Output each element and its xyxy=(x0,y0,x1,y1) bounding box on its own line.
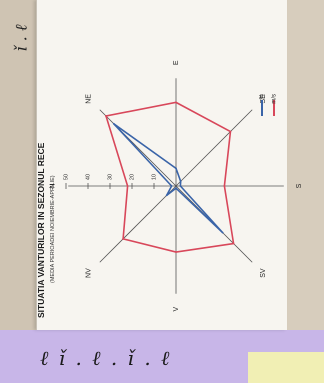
data-point-ms-e xyxy=(175,101,177,104)
title-group: SITUATIA VANTURILOR IN SEZONUL RECE (MED… xyxy=(36,142,56,318)
handwritten-note-bottom: ℓ ǐ . ℓ . ǐ . ℓ xyxy=(40,346,172,370)
yellow-band xyxy=(248,352,324,383)
direction-label-sv: SV xyxy=(260,268,267,278)
legend: % m/s xyxy=(260,93,278,116)
data-point-percent-nv xyxy=(165,194,168,197)
axis-nv xyxy=(99,185,177,263)
data-point-percent-n xyxy=(170,185,173,187)
data-point-ms-nv xyxy=(122,237,125,240)
data-point-ms-s xyxy=(223,185,226,187)
tick-label-10: 10 xyxy=(151,174,157,180)
tick-label-50: 50 xyxy=(63,174,69,180)
direction-label-ne: NE xyxy=(86,94,93,104)
data-point-percent-v xyxy=(175,187,177,190)
data-point-percent-se xyxy=(179,180,182,183)
legend-label-ms: m/s xyxy=(272,94,278,104)
tick-label-30: 30 xyxy=(107,174,113,180)
legend-label-percent: % xyxy=(260,93,266,99)
chart-card xyxy=(36,0,287,330)
handwritten-note-left: ǐ . ℓ xyxy=(11,24,31,52)
chart-subtitle: (MEDIA PERIOADEI NOIEMBRIE-APRILIE) xyxy=(50,175,56,283)
direction-label-n: N xyxy=(50,183,57,188)
data-point-ms-v xyxy=(175,251,177,253)
page-edge-left xyxy=(0,0,36,383)
axis-se xyxy=(175,109,253,187)
data-point-percent-s xyxy=(179,185,182,187)
axis-ne xyxy=(99,109,177,187)
data-point-ms-se xyxy=(229,130,232,133)
data-point-percent-sv xyxy=(221,231,224,234)
series-polygon-ms xyxy=(104,101,235,253)
data-point-percent-e xyxy=(175,167,177,170)
data-point-ms-sv xyxy=(232,242,235,245)
data-point-percent-ne xyxy=(112,122,115,125)
direction-label-v: V xyxy=(173,307,180,312)
tick-label-20: 20 xyxy=(129,174,135,180)
direction-label-nv: NV xyxy=(86,268,93,278)
direction-label-e: E xyxy=(173,60,180,65)
direction-label-se: SE xyxy=(260,94,267,104)
tick-label-40: 40 xyxy=(85,174,91,180)
data-point-ms-ne xyxy=(105,115,107,117)
direction-label-s: S xyxy=(296,183,303,188)
series-layer xyxy=(104,101,235,253)
data-point-ms-n xyxy=(126,185,129,187)
chart-title: SITUATIA VANTURILOR IN SEZONUL RECE xyxy=(36,142,46,318)
